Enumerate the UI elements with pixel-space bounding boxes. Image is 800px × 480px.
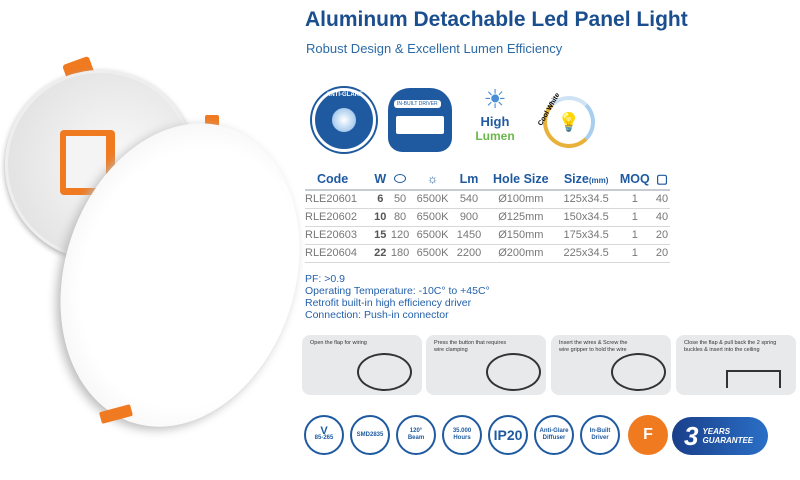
install-step-2: Press the button that requires wire clam…	[426, 335, 546, 395]
product-image	[0, 40, 338, 460]
feature-badge: In-Built Driver	[580, 415, 620, 455]
spec-notes: PF: >0.9 Operating Temperature: -10C° to…	[305, 273, 490, 321]
feature-badge: Anti-Glare Diffuser	[534, 415, 574, 455]
install-step-4: Close the flap & pull back the 2 spring …	[676, 335, 796, 395]
energy-class-badge: F	[628, 415, 668, 455]
table-row: RLE20603 15 120 6500K 1450 Ø150mm 175x34.5 1 20	[305, 226, 670, 245]
beam-angle-icon	[388, 168, 412, 191]
install-step-1: Open the flap for wiring	[302, 335, 422, 395]
install-step-3: Insert the wires & Screw the wire grippe…	[551, 335, 671, 395]
table-row: RLE20601 6 50 6500K 540 Ø100mm 125x34.5 1 40	[305, 190, 670, 209]
feature-badge: SMD2835	[350, 415, 390, 455]
page-subtitle: Robust Design & Excellent Lumen Efficien…	[306, 41, 563, 56]
feature-badge: 120° Beam	[396, 415, 436, 455]
box-icon: ▢	[654, 168, 670, 191]
cool-white-icon: 💡 Cool White	[535, 84, 595, 162]
in-built-driver-icon: IN-BUILT DRIVER	[388, 84, 454, 162]
feature-badge: V 85-265	[304, 415, 344, 455]
feature-badge: IP20	[488, 415, 528, 455]
table-row: RLE20602 10 80 6500K 900 Ø125mm 150x34.5 1 40	[305, 208, 670, 227]
table-row: RLE20604 22 180 6500K 2200 Ø200mm 225x34.5 1 20	[305, 244, 670, 263]
bulb-icon: 💡	[557, 111, 581, 132]
guarantee-badge: 3 YEARS GUARANTEE	[672, 417, 768, 455]
sun-icon: ☀	[483, 84, 507, 114]
anti-glare-icon: ANTI-GLARE	[312, 84, 378, 162]
feature-badge: 35.000 Hours	[442, 415, 482, 455]
color-temperature-icon: ☼	[411, 168, 454, 191]
spec-table: Code W ☼ Lm Hole Size Size(mm) MOQ ▢ RLE…	[305, 168, 670, 263]
high-lumen-icon: ☀ High Lumen	[470, 84, 520, 162]
page-title: Aluminum Detachable Led Panel Light	[305, 8, 688, 31]
